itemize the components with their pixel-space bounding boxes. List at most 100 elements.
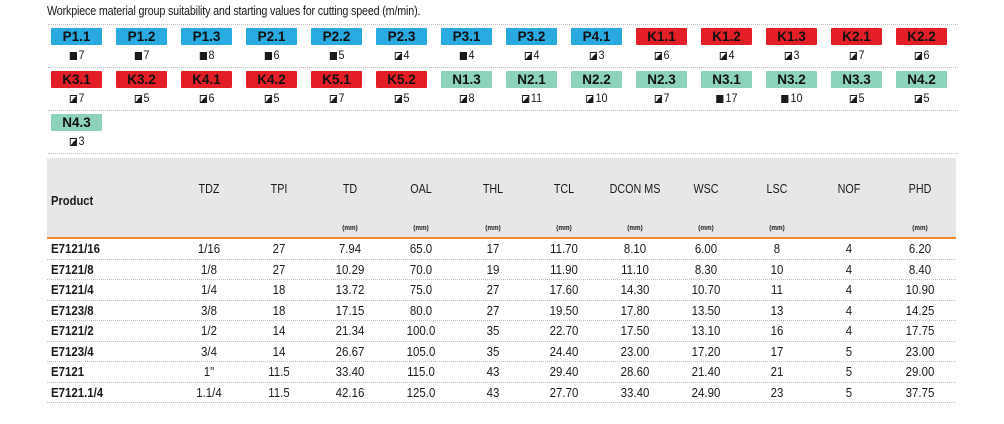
column-header: NOF — [837, 182, 861, 196]
material-badge: P3.1 — [441, 28, 492, 45]
half-square-icon — [521, 95, 530, 103]
table-cell: 37.75 — [905, 384, 935, 400]
half-square-icon — [394, 95, 402, 103]
table-cell: 13.10 — [691, 323, 721, 338]
table-cell: 70.0 — [409, 261, 433, 277]
table-cell: 1" — [203, 364, 215, 379]
material-badge: P2.3 — [376, 28, 427, 45]
product-code: E7121/2 — [51, 323, 94, 338]
table-cell: 5 — [845, 384, 853, 400]
cutting-speed: 10 — [766, 91, 818, 105]
cutting-speed-value: 5 — [923, 91, 930, 105]
cutting-speed: 3 — [766, 48, 818, 62]
cutting-speed-value: 8 — [208, 48, 215, 62]
table-cell: 14 — [272, 343, 286, 359]
table-cell: 11.5 — [268, 364, 290, 379]
material-grid: P1.1 7 P1.2 7 P1.3 8 P2.1 6 P2.2 5 P2.3 4 P3.1 4 P3.2 4… — [48, 24, 958, 154]
material-cell: P1.1 7 — [48, 25, 113, 67]
product-code: E7121/16 — [51, 241, 100, 256]
column-unit: (mm) — [769, 225, 785, 232]
half-square-icon — [394, 52, 402, 60]
material-badge: P2.2 — [311, 28, 362, 45]
table-body: E7121/16 1/16 27 7.94 65.0 17 11.70 8.10 6.00 8 4 6… — [47, 239, 956, 403]
product-code: E7121.1/4 — [51, 384, 104, 400]
cutting-speed-value: 11 — [530, 91, 543, 105]
product-code: E7121/4 — [51, 282, 94, 297]
cutting-speed: 8 — [181, 48, 233, 62]
table-cell: 17.15 — [335, 302, 365, 318]
column-header: OAL — [410, 182, 432, 196]
cutting-speed-value: 6 — [923, 48, 930, 62]
column-header: LSC — [766, 182, 788, 196]
table-cell: 17 — [486, 241, 500, 256]
cutting-speed-value: 4 — [533, 48, 540, 62]
table-cell: 33.40 — [620, 384, 650, 400]
material-cell: N3.2 10 — [763, 68, 828, 110]
table-cell: 23.00 — [620, 343, 650, 359]
table-cell: 19.50 — [549, 302, 579, 318]
table-cell: 10.70 — [691, 282, 721, 297]
table-cell: 14.30 — [620, 282, 650, 297]
material-badge: K5.1 — [311, 71, 362, 88]
table-cell: 10.29 — [335, 261, 365, 277]
cutting-speed: 5 — [831, 91, 883, 105]
material-row: N4.3 3 — [48, 111, 958, 154]
table-cell: 35 — [486, 323, 500, 338]
full-square-icon — [264, 52, 272, 60]
table-cell: 3/8 — [201, 302, 217, 318]
material-cell: K4.2 5 — [243, 68, 308, 110]
table-row: E7121 1" 11.5 33.40 115.0 43 29.40 28.60 21.40 21… — [47, 362, 956, 383]
material-cell: K4.1 6 — [178, 68, 243, 110]
cutting-speed: 5 — [896, 91, 948, 105]
cutting-speed-value: 7 — [663, 91, 670, 105]
full-square-icon — [716, 95, 724, 103]
material-cell: P2.1 6 — [243, 25, 308, 67]
material-badge: P1.2 — [116, 28, 167, 45]
material-cell: K3.2 5 — [113, 68, 178, 110]
cutting-speed: 6 — [181, 91, 233, 105]
table-cell: 125.0 — [406, 384, 436, 400]
half-square-icon — [654, 52, 662, 60]
material-cell: K3.1 7 — [48, 68, 113, 110]
half-square-icon — [329, 95, 337, 103]
half-square-icon — [69, 138, 77, 146]
cutting-speed: 7 — [51, 48, 103, 62]
material-badge: N3.1 — [701, 71, 752, 88]
full-square-icon — [134, 52, 142, 60]
column-header: TDZ — [198, 182, 220, 196]
material-cell: N2.3 7 — [633, 68, 698, 110]
table-cell: 8 — [773, 241, 781, 256]
half-square-icon — [849, 52, 857, 60]
cutting-speed: 5 — [116, 91, 168, 105]
column-unit: (mm) — [485, 225, 501, 232]
material-badge: N1.3 — [441, 71, 492, 88]
material-cell: P3.2 4 — [503, 25, 568, 67]
table-row: E7123/8 3/8 18 17.15 80.0 27 19.50 17.80 13.50 13… — [47, 301, 956, 321]
table-cell: 17.60 — [549, 282, 579, 297]
table-cell: 17.20 — [691, 343, 721, 359]
material-cell: N4.2 5 — [893, 68, 958, 110]
table-cell: 43 — [486, 384, 500, 400]
half-square-icon — [199, 95, 207, 103]
half-square-icon — [719, 52, 727, 60]
column-unit: (mm) — [342, 225, 358, 232]
table-cell: 11.10 — [621, 261, 649, 277]
table-cell: 42.16 — [335, 384, 365, 400]
material-badge: P2.1 — [246, 28, 297, 45]
table-cell: 1/8 — [201, 261, 217, 277]
material-badge: K2.2 — [896, 28, 947, 45]
table-cell: 100.0 — [406, 323, 436, 338]
full-square-icon — [199, 52, 207, 60]
column-unit: (mm) — [556, 225, 572, 232]
full-square-icon — [781, 95, 789, 103]
product-column-header: Product — [51, 193, 94, 208]
material-row: P1.1 7 P1.2 7 P1.3 8 P2.1 6 P2.2 5 P2.3 4 P3.1 4 P3.2 4… — [48, 24, 958, 68]
material-badge: P4.1 — [571, 28, 622, 45]
material-badge: K1.2 — [701, 28, 752, 45]
half-square-icon — [914, 52, 922, 60]
material-badge: N4.2 — [896, 71, 947, 88]
table-cell: 21.40 — [691, 364, 721, 379]
half-square-icon — [654, 95, 662, 103]
material-cell: P2.2 5 — [308, 25, 373, 67]
material-cell: N3.1 17 — [698, 68, 763, 110]
